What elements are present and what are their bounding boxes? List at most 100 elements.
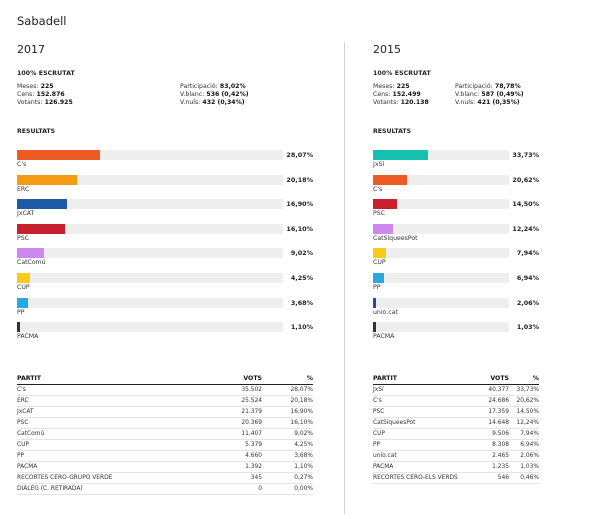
table-cell-votes: 35.502 xyxy=(182,384,262,396)
result-bar-row: 9,02% CatComú xyxy=(17,248,313,273)
table-cell-percent: 1,03% xyxy=(509,461,539,473)
result-bar-fill xyxy=(373,297,377,308)
result-bar-party: PSC xyxy=(17,234,29,242)
stat-vblanc-value: 587 (0,49%) xyxy=(479,91,524,98)
result-bar-track xyxy=(373,273,509,283)
result-bar-fill xyxy=(17,199,67,210)
table-row: RECORTES CERO-GRUPO VERDE 345 0,27% xyxy=(17,472,313,484)
table-row: CUP 5.379 4,25% xyxy=(17,439,313,451)
table-cell-percent: 14,50% xyxy=(509,406,539,418)
table-cell-party: JxCAT xyxy=(17,406,182,418)
result-bar-row: 20,18% ERC xyxy=(17,174,313,200)
table-cell-percent: 2,06% xyxy=(509,450,539,462)
result-bar-fill xyxy=(373,248,386,259)
escrutat-label: 100% ESCRUTAT xyxy=(373,70,431,77)
stats-right: Participació: 78,78% V.blanc: 587 (0,49%)… xyxy=(455,83,524,107)
table-cell-percent: 1,10% xyxy=(262,461,313,473)
table-row: unio.cat 2.465 2,06% xyxy=(373,450,539,462)
result-bar-fill xyxy=(17,297,28,308)
column-header-partit: PARTIT xyxy=(373,373,459,385)
stat-meses: Meses: 225 xyxy=(373,83,429,91)
stat-vnuls-value: 421 (0,35%) xyxy=(475,99,520,106)
table-row: CatComú 11.407 9,02% xyxy=(17,428,313,440)
result-bar-percent: 1,03% xyxy=(516,323,539,332)
table-cell-party: CatSíqueesPot xyxy=(373,417,459,429)
table-cell-percent: 4,25% xyxy=(262,439,313,451)
table-cell-party: JxSí xyxy=(373,384,459,396)
stat-cens-value: 152.499 xyxy=(390,91,421,98)
result-bar-fill xyxy=(17,223,65,234)
result-bar-row: 1,10% PACMA xyxy=(17,322,313,347)
result-bar-track xyxy=(17,150,283,160)
result-bar-track xyxy=(373,150,509,160)
result-bar-party: C's xyxy=(17,161,27,168)
table-cell-party: CatComú xyxy=(17,428,182,440)
table-cell-votes: 546 xyxy=(459,472,509,484)
stat-participacio: Participació: 83,02% xyxy=(180,83,249,91)
result-bar-party: unio.cat xyxy=(373,308,398,316)
stat-participacio-value: 78,78% xyxy=(492,83,521,90)
stat-cens-label: Cens: xyxy=(17,91,35,98)
table-cell-party: PP xyxy=(17,450,182,462)
resultats-title: RESULTATS xyxy=(373,128,412,135)
result-bar-track xyxy=(17,297,283,308)
stat-meses: Meses: 225 xyxy=(17,83,73,91)
result-bar-percent: 7,94% xyxy=(516,249,539,258)
result-bar-party: JxCAT xyxy=(17,210,35,218)
table-cell-party: RECORTES CERO-GRUPO VERDE xyxy=(17,472,182,484)
table-cell-percent: 0,00% xyxy=(262,483,313,495)
result-bar-track xyxy=(373,248,509,259)
result-bar-party: PP xyxy=(17,308,25,316)
table-cell-votes: 0 xyxy=(182,483,262,495)
result-bar-track xyxy=(17,223,283,234)
result-bar-track xyxy=(373,199,509,210)
stat-vnuls-label: V.nuls: xyxy=(455,99,476,106)
result-bar-track xyxy=(17,174,283,185)
stats-right: Participació: 83,02% V.blanc: 536 (0,42%)… xyxy=(180,83,249,107)
results-table-header: PARTIT VOTS% xyxy=(17,373,313,385)
results-table: PARTIT VOTS% JxSí 40.377 33,73% C's 24.686 20,6… xyxy=(373,373,539,484)
table-row: PACMA 1.392 1,10% xyxy=(17,461,313,473)
result-bar-row: 7,94% CUP xyxy=(373,248,539,273)
table-cell-party: PACMA xyxy=(17,461,182,473)
column-header-vots: VOTS xyxy=(182,373,262,385)
stat-cens: Cens: 152.499 xyxy=(373,91,429,99)
result-bar-row: 1,03% PACMA xyxy=(373,322,539,347)
stat-vblanc: V.blanc: 536 (0,42%) xyxy=(180,91,249,99)
result-bar-row: 28,07% C's xyxy=(17,150,313,175)
result-bar-fill xyxy=(17,273,30,283)
stat-participacio-label: Participació: xyxy=(455,83,493,90)
result-bar-party: PACMA xyxy=(373,333,395,341)
stat-vblanc-value: 536 (0,42%) xyxy=(204,91,249,98)
result-bar-party: CUP xyxy=(373,259,386,267)
table-cell-votes: 345 xyxy=(182,472,262,484)
stat-participacio: Participació: 78,78% xyxy=(455,83,524,91)
table-cell-party: PP xyxy=(373,439,459,451)
result-bar-percent: 16,90% xyxy=(286,200,313,209)
result-bar-percent: 16,10% xyxy=(286,224,313,233)
result-bar-track xyxy=(17,273,283,283)
table-cell-votes: 11.407 xyxy=(182,428,262,440)
stat-votants: Votants: 120.138 xyxy=(373,99,429,107)
table-cell-percent: 6,94% xyxy=(509,439,539,451)
column-header-partit: PARTIT xyxy=(17,373,182,385)
table-cell-votes: 25.524 xyxy=(182,395,262,407)
stat-meses-label: Meses: xyxy=(373,83,395,90)
result-bar-fill xyxy=(373,322,376,333)
result-bar-percent: 4,25% xyxy=(290,274,313,282)
stat-meses-value: 225 xyxy=(394,83,410,90)
table-cell-votes: 5.379 xyxy=(182,439,262,451)
result-bar-fill xyxy=(17,174,77,185)
table-cell-percent: 20,18% xyxy=(262,395,313,407)
result-bar-party: CUP xyxy=(17,284,30,291)
table-row: JxCAT 21.379 16,90% xyxy=(17,406,313,418)
table-row: JxSí 40.377 33,73% xyxy=(373,384,539,396)
result-bar-track xyxy=(373,322,509,333)
result-bar-fill xyxy=(17,248,44,259)
stat-vnuls: V.nuls: 432 (0,34%) xyxy=(180,99,249,107)
table-cell-percent: 20,62% xyxy=(509,395,539,407)
table-row: PACMA 1.235 1,03% xyxy=(373,461,539,473)
result-bar-row: 16,90% JxCAT xyxy=(17,199,313,224)
result-bar-percent: 20,62% xyxy=(512,175,539,184)
result-bar-fill xyxy=(17,322,21,333)
